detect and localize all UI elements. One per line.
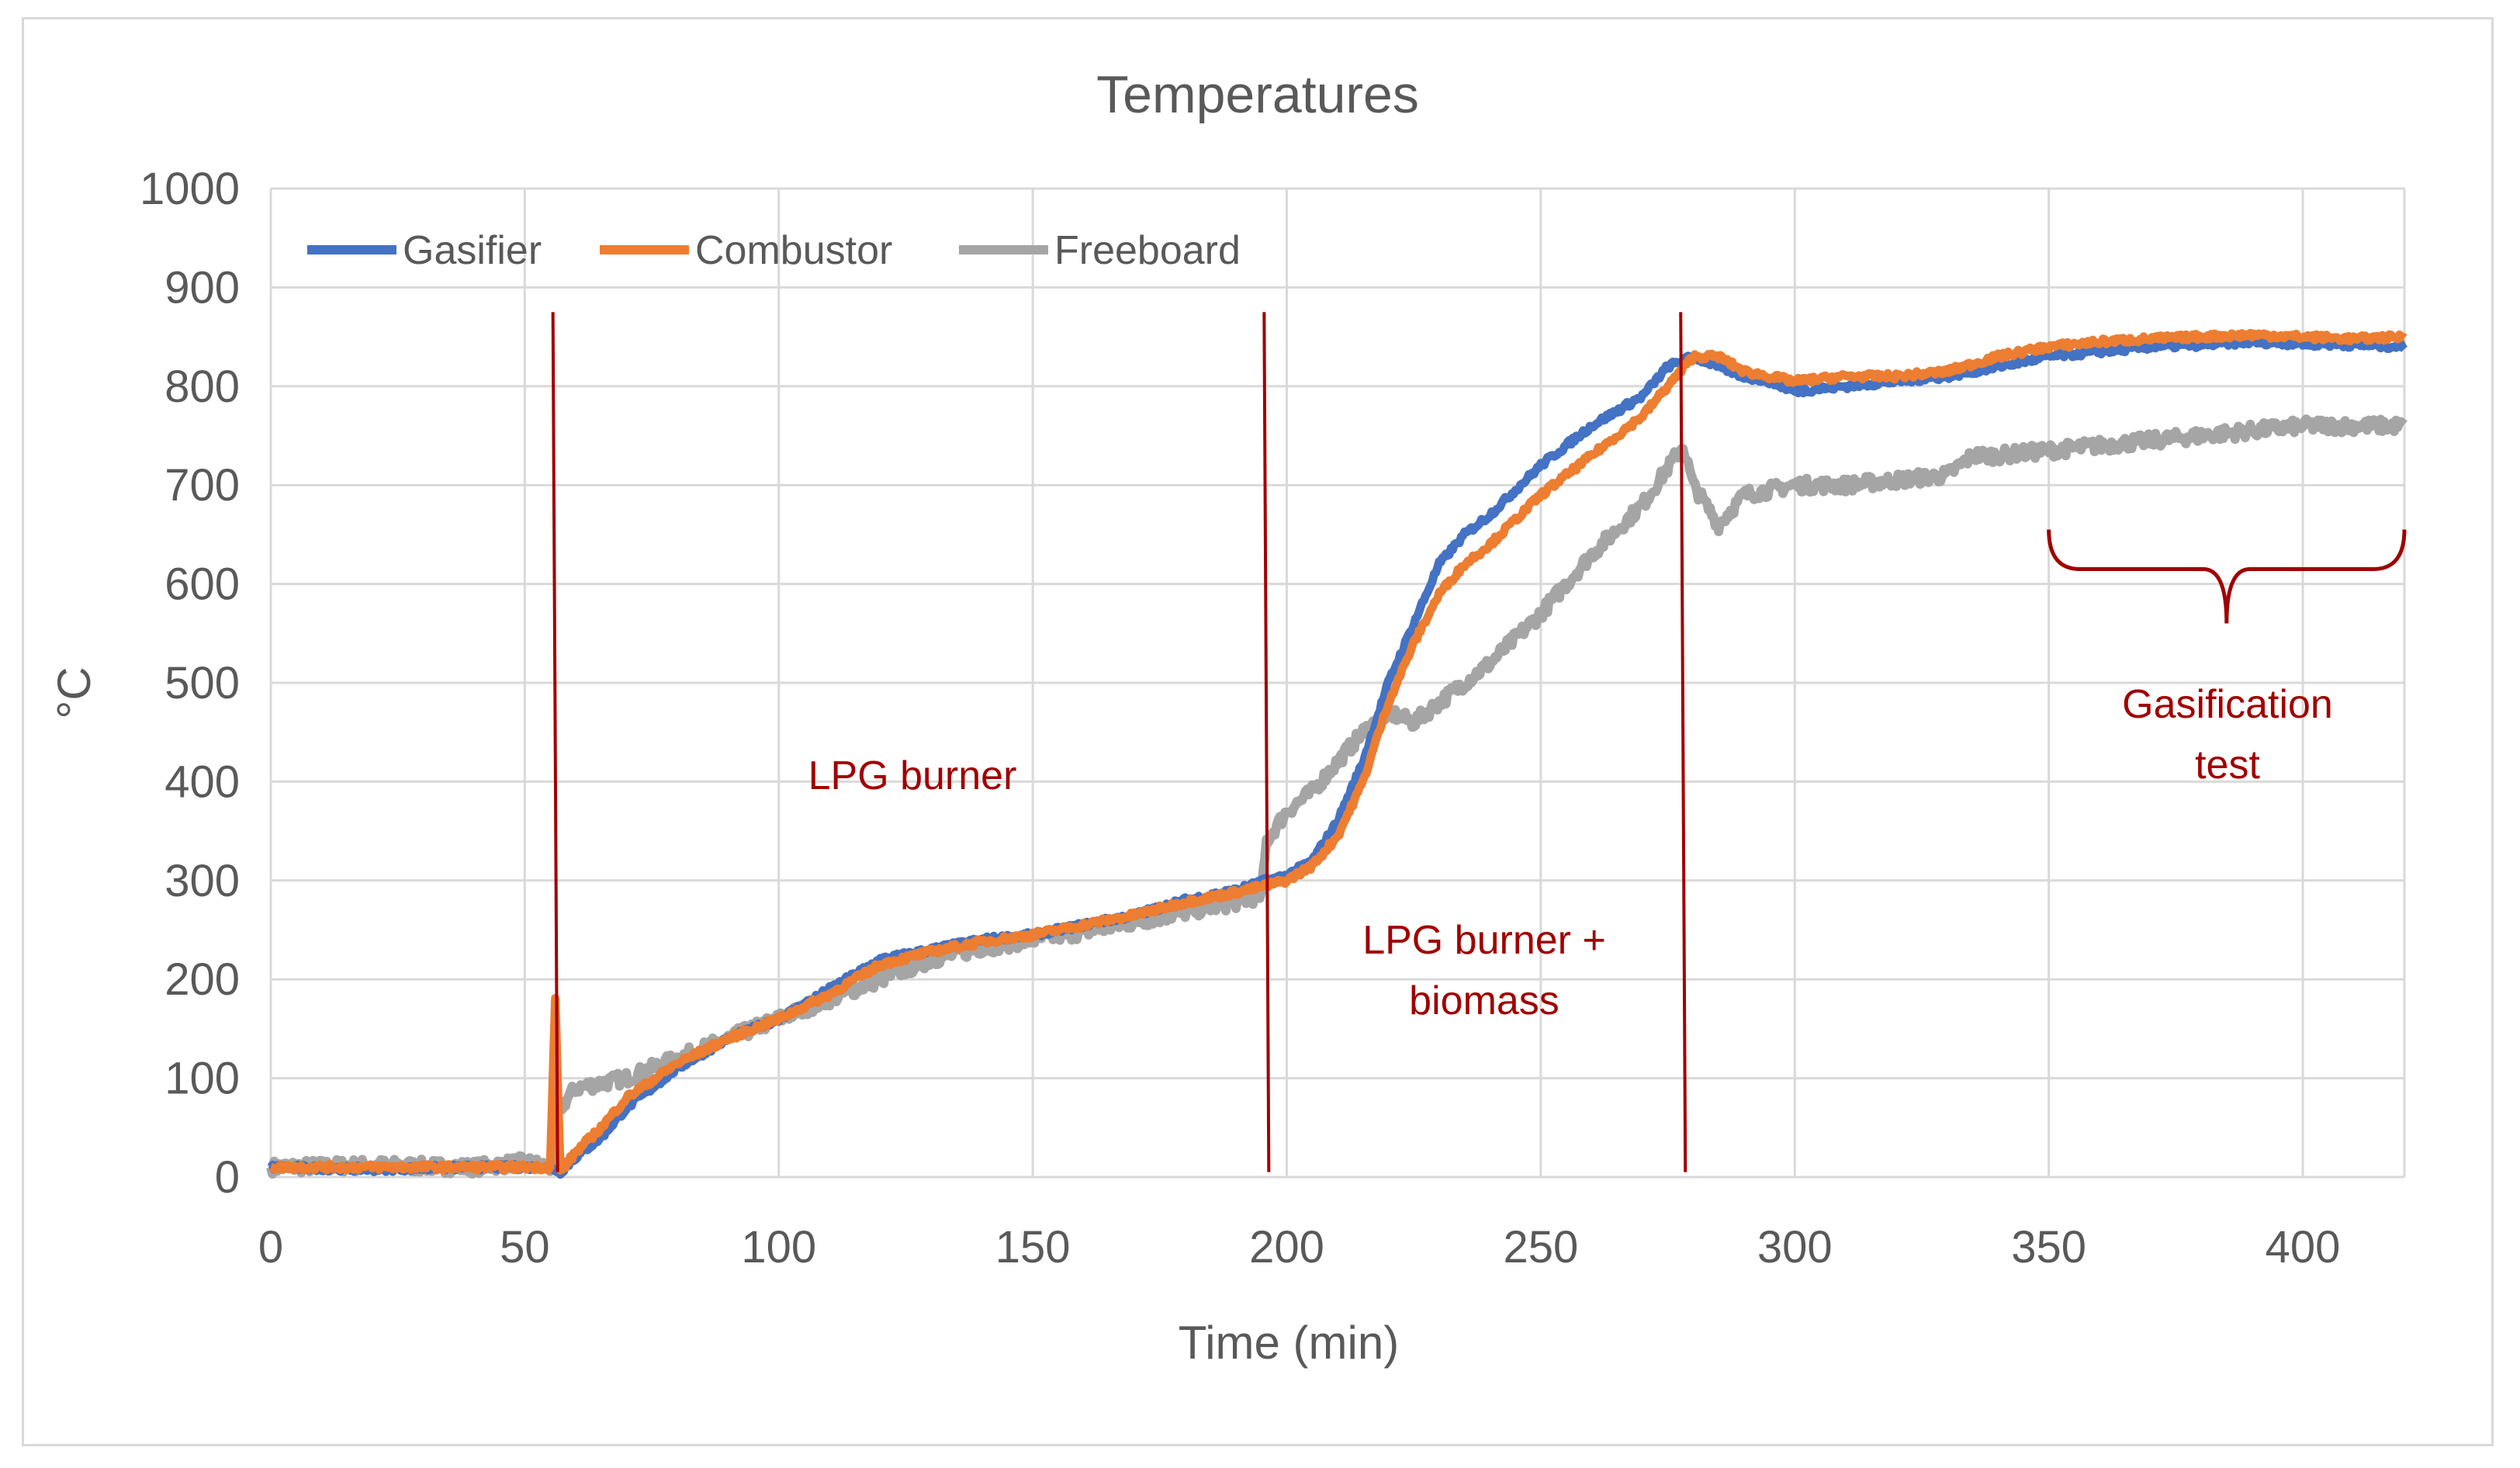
x-tick-label: 200 (1249, 1222, 1324, 1272)
x-tick-label: 50 (500, 1222, 550, 1272)
y-tick-label: 1000 (140, 164, 240, 214)
y-tick-label: 800 (164, 362, 240, 412)
series-line-gasifier (267, 335, 2408, 1179)
y-tick-label: 200 (164, 954, 240, 1005)
series-layer (266, 328, 2408, 1179)
x-tick-label: 350 (2011, 1222, 2086, 1272)
annotation-gasification-line2: test (2195, 743, 2260, 788)
phase-lines (551, 312, 1688, 1172)
x-axis-title: Time (min) (1179, 1317, 1399, 1369)
annotation-gasification-line1: Gasification (2122, 682, 2333, 727)
annotation-lpg-biomass-line1: LPG burner + (1362, 918, 1606, 963)
y-tick-label: 0 (215, 1152, 240, 1203)
x-tick-label: 250 (1504, 1222, 1579, 1272)
x-tick-label: 300 (1757, 1222, 1833, 1272)
annotation-lpg-biomass-line2: biomass (1409, 978, 1559, 1023)
y-axis-ticks: 0 100 200 300 400 500 600 700 800 900 1000 (140, 164, 240, 1203)
x-tick-label: 400 (2266, 1222, 2341, 1272)
temperature-chart: 0 100 200 300 400 500 600 700 800 900 1000 0 50 100 1… (48, 65, 2408, 1369)
y-tick-label: 700 (164, 460, 240, 511)
gasification-bracket-shape (2047, 529, 2407, 624)
y-tick-label: 300 (164, 856, 240, 906)
y-tick-label: 600 (164, 559, 240, 610)
phase-divider-line (1262, 312, 1271, 1172)
y-tick-label: 500 (164, 658, 240, 708)
gasification-bracket (2047, 529, 2407, 624)
x-axis-ticks: 0 50 100 150 200 250 300 350 400 (258, 1222, 2341, 1272)
x-tick-label: 100 (741, 1222, 816, 1272)
legend: Gasifier Combustor Freeboard (307, 228, 1241, 273)
legend-label-combustor: Combustor (695, 228, 892, 273)
legend-label-freeboard: Freeboard (1054, 228, 1241, 273)
phase-divider-line (1679, 312, 1688, 1172)
series-line-combustor (268, 328, 2408, 1175)
gridlines (269, 187, 2406, 1179)
series-line-freeboard (266, 414, 2408, 1179)
y-tick-label: 100 (164, 1054, 240, 1104)
chart-frame: 0 100 200 300 400 500 600 700 800 900 1000 0 50 100 1… (22, 17, 2494, 1446)
x-tick-label: 150 (995, 1222, 1071, 1272)
y-axis-title: °C (48, 666, 100, 718)
x-tick-label: 0 (258, 1222, 283, 1272)
annotation-lpg-burner: LPG burner (808, 753, 1017, 798)
legend-label-gasifier: Gasifier (403, 228, 542, 273)
y-tick-label: 900 (164, 262, 240, 313)
chart-title: Temperatures (1096, 65, 1419, 124)
y-tick-label: 400 (164, 757, 240, 807)
phase-divider-line (551, 312, 559, 1172)
